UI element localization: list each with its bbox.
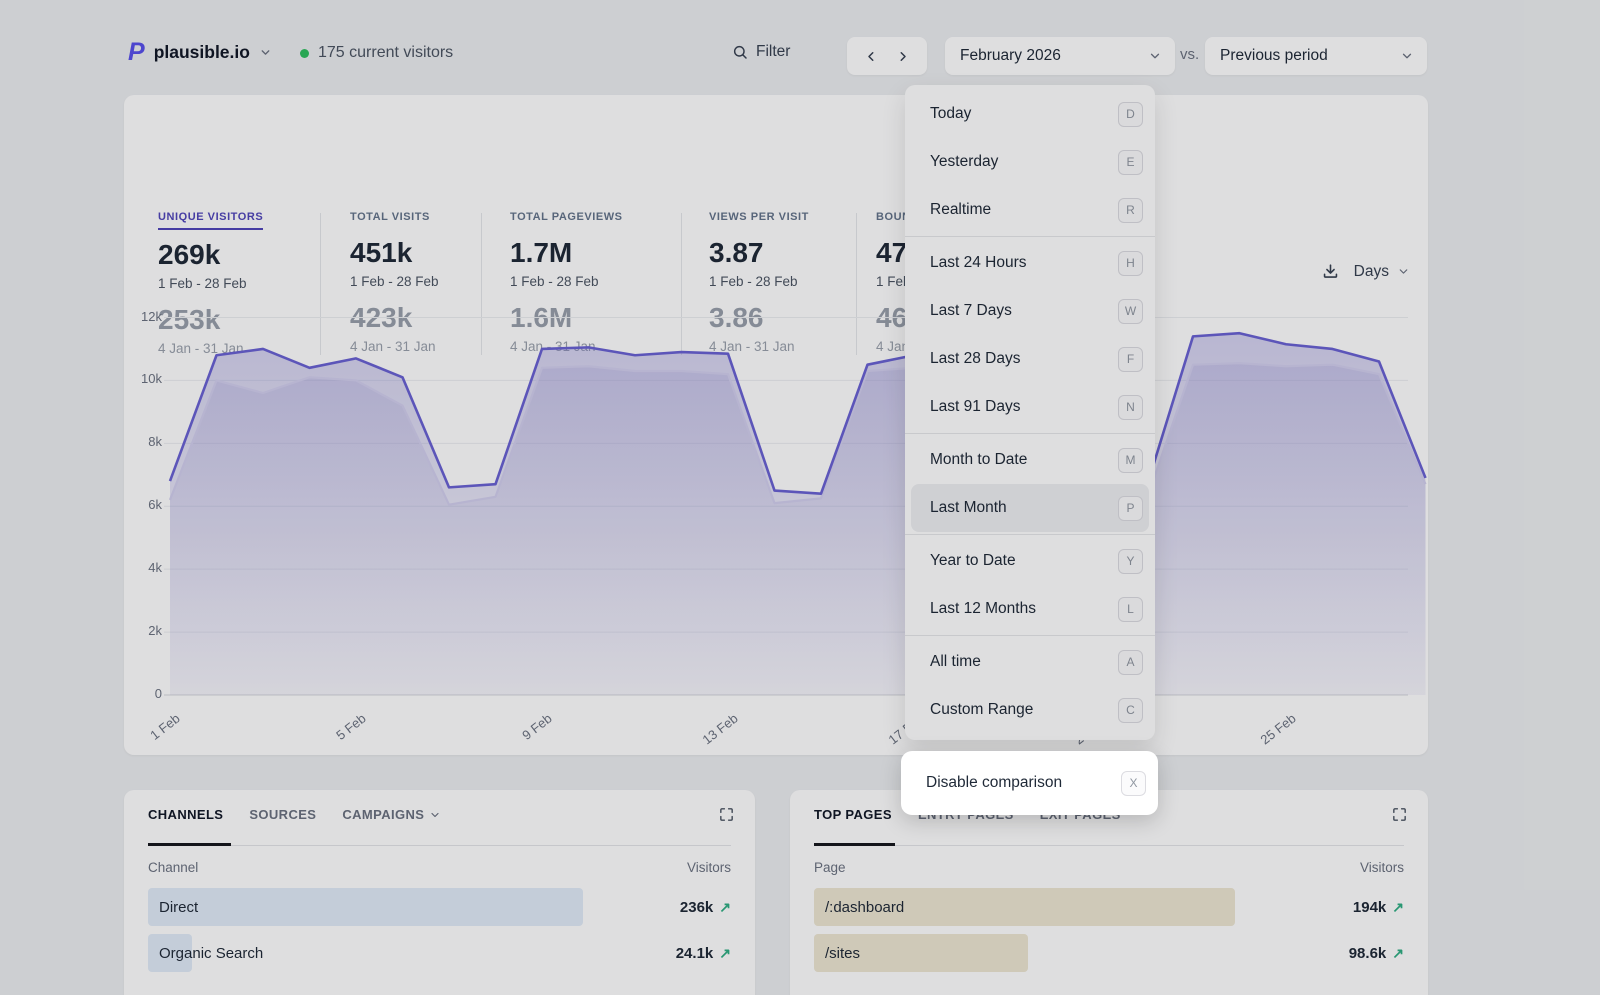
disable-comparison-popup[interactable]: Disable comparison X [901, 751, 1158, 815]
disable-comparison-label: Disable comparison [926, 774, 1062, 792]
shortcut-key-badge: X [1121, 771, 1146, 796]
plausible-dashboard: P plausible.io 175 current visitors Filt… [0, 0, 1600, 995]
dim-overlay [0, 0, 1600, 995]
